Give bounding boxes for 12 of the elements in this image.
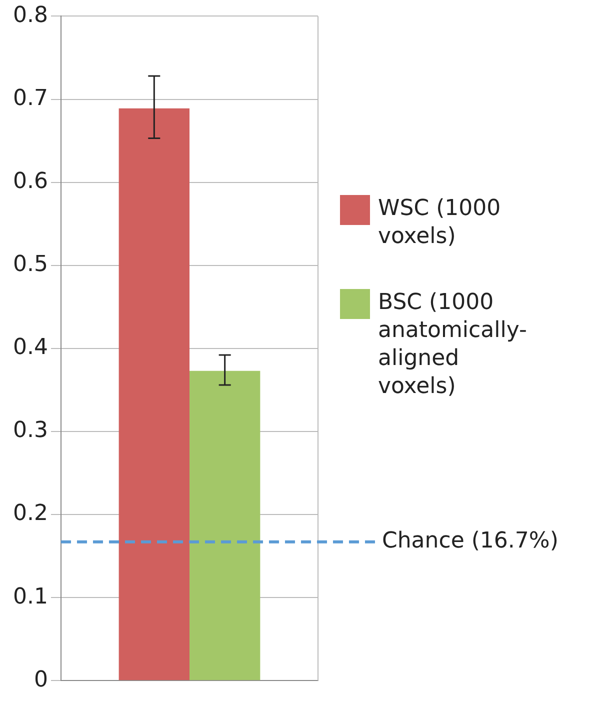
y-tick-label: 0.8 bbox=[12, 2, 48, 28]
y-tick-label: 0.5 bbox=[12, 252, 48, 278]
legend-label: BSC (1000 anatomically-aligned voxels) bbox=[378, 289, 528, 401]
y-tick-label: 0.4 bbox=[12, 335, 48, 360]
ref-line-label: Chance (16.7%) bbox=[382, 528, 558, 554]
y-tick-label: 0 bbox=[34, 667, 48, 692]
y-tick-label: 0.7 bbox=[12, 86, 48, 111]
y-tick-label: 0.2 bbox=[12, 501, 48, 526]
y-tick-label: 0.1 bbox=[12, 584, 48, 610]
legend-label: WSC (1000 voxels) bbox=[378, 195, 502, 251]
y-tick-label: 0.3 bbox=[12, 418, 48, 444]
y-tick-label: 0.6 bbox=[12, 169, 48, 194]
